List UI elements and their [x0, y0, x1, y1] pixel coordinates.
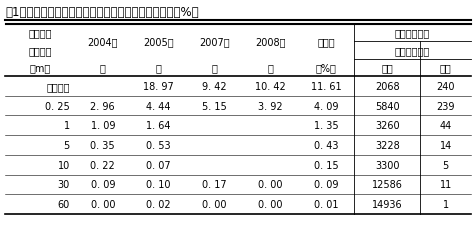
- Text: 1. 35: 1. 35: [314, 121, 338, 131]
- Text: 交雑: 交雑: [440, 63, 451, 73]
- Text: 1. 64: 1. 64: [147, 121, 171, 131]
- Text: 0. 43: 0. 43: [314, 140, 338, 150]
- Text: 4. 09: 4. 09: [314, 101, 338, 111]
- Text: 11: 11: [439, 180, 452, 190]
- Text: 60: 60: [58, 199, 70, 209]
- Text: 239: 239: [436, 101, 455, 111]
- Text: 0. 22: 0. 22: [90, 160, 115, 170]
- Text: （%）: （%）: [316, 63, 337, 73]
- Text: 0. 01: 0. 01: [314, 199, 338, 209]
- Text: 2068: 2068: [375, 81, 399, 91]
- Text: 0. 00: 0. 00: [258, 199, 283, 209]
- Text: 1: 1: [64, 121, 70, 131]
- Text: 0. 53: 0. 53: [146, 140, 171, 150]
- Text: 0. 09: 0. 09: [314, 180, 338, 190]
- Text: 2004年: 2004年: [88, 37, 118, 47]
- Text: 5: 5: [64, 140, 70, 150]
- Text: 5840: 5840: [375, 101, 399, 111]
- Text: 30: 30: [58, 180, 70, 190]
- Text: 4. 44: 4. 44: [147, 101, 171, 111]
- Text: 0. 09: 0. 09: [90, 180, 115, 190]
- Text: 3260: 3260: [375, 121, 399, 131]
- Text: 花粉源か: 花粉源か: [28, 29, 52, 38]
- Text: らの距離: らの距離: [28, 46, 52, 56]
- Text: 12586: 12586: [372, 180, 403, 190]
- Text: 14: 14: [439, 140, 452, 150]
- Text: 11. 61: 11. 61: [311, 81, 342, 91]
- Text: 1: 1: [443, 199, 449, 209]
- Text: 10. 42: 10. 42: [255, 81, 286, 91]
- Text: 0. 00: 0. 00: [90, 199, 115, 209]
- Text: 種子数（粒）: 種子数（粒）: [395, 46, 430, 56]
- Text: 0. 00: 0. 00: [202, 199, 227, 209]
- Text: 2008年: 2008年: [255, 37, 286, 47]
- Text: 240: 240: [436, 81, 455, 91]
- Text: 2005年: 2005年: [143, 37, 174, 47]
- Text: 1. 09: 1. 09: [90, 121, 115, 131]
- Text: 2007年: 2007年: [199, 37, 230, 47]
- Text: 5: 5: [443, 160, 449, 170]
- Text: 2. 96: 2. 96: [90, 101, 115, 111]
- Text: 産: 産: [268, 63, 273, 73]
- Text: 14936: 14936: [372, 199, 403, 209]
- Text: 表1　花粉源（カミキタナタネ）からの距離と交雑率（%）: 表1 花粉源（カミキタナタネ）からの距離と交雑率（%）: [5, 7, 198, 19]
- Text: 産: 産: [100, 63, 106, 73]
- Text: 3228: 3228: [375, 140, 399, 150]
- Text: 9. 42: 9. 42: [202, 81, 227, 91]
- Text: ４カ年の合計: ４カ年の合計: [395, 29, 430, 38]
- Text: 0. 00: 0. 00: [258, 180, 283, 190]
- Text: 0. 17: 0. 17: [202, 180, 227, 190]
- Text: 0. 02: 0. 02: [146, 199, 171, 209]
- Text: 44: 44: [439, 121, 452, 131]
- Text: 産: 産: [156, 63, 161, 73]
- Text: 0. 15: 0. 15: [314, 160, 338, 170]
- Text: 花粉源中: 花粉源中: [46, 81, 70, 91]
- Text: 3300: 3300: [375, 160, 399, 170]
- Text: 0. 25: 0. 25: [45, 101, 70, 111]
- Text: 産: 産: [211, 63, 218, 73]
- Text: 0. 10: 0. 10: [147, 180, 171, 190]
- Text: 18. 97: 18. 97: [143, 81, 174, 91]
- Text: 10: 10: [58, 160, 70, 170]
- Text: 交雑率: 交雑率: [317, 37, 335, 47]
- Text: 3. 92: 3. 92: [258, 101, 283, 111]
- Text: （m）: （m）: [30, 63, 50, 73]
- Text: 5. 15: 5. 15: [202, 101, 227, 111]
- Text: 調査: 調査: [381, 63, 393, 73]
- Text: 0. 07: 0. 07: [146, 160, 171, 170]
- Text: 0. 35: 0. 35: [90, 140, 115, 150]
